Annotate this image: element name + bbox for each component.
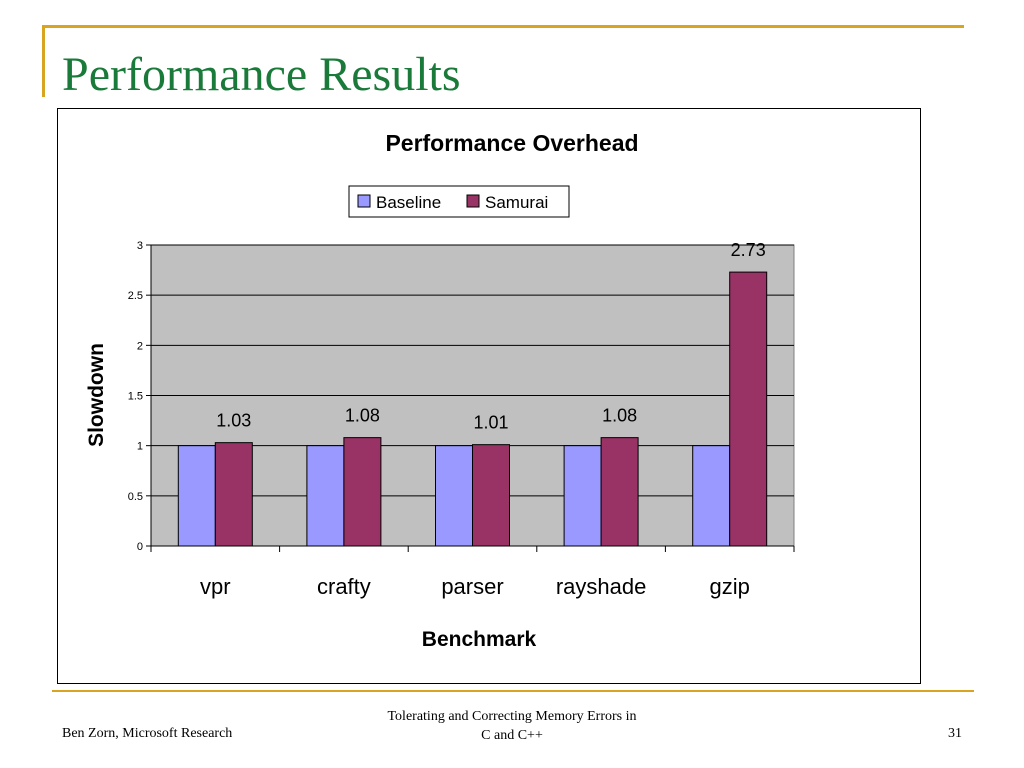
footer-title: Tolerating and Correcting Memory Errors … [362,707,662,745]
legend-box [348,185,570,218]
footer-title-line-2: C and C++ [481,728,543,743]
data-label: 1.01 [473,413,508,433]
legend-label-baseline: Baseline [376,193,441,212]
bar-baseline [306,445,345,547]
bar-baseline [692,445,731,547]
accent-line-left [42,25,45,97]
y-tick-label: 2.5 [128,290,143,302]
slide-title: Performance Results [62,48,461,101]
legend-swatch-samurai [466,194,480,208]
y-tick-label: 2 [137,340,143,352]
bar-baseline [177,445,216,547]
data-label: 2.73 [731,240,766,260]
y-tick-label: 3 [137,240,143,252]
bar-samurai [343,437,382,547]
x-tick-label: rayshade [556,574,647,599]
data-label: 1.08 [345,406,380,426]
y-tick-label: 1 [137,441,143,453]
data-label: 1.08 [602,406,637,426]
bar-samurai [214,442,253,547]
bar-samurai [472,444,510,547]
x-tick-label: parser [441,574,503,599]
y-tick-label: 0 [137,541,143,553]
x-tick-label: crafty [317,574,371,599]
x-tick-label: gzip [710,574,750,599]
legend-label-samurai: Samurai [485,193,548,212]
footer-author: Ben Zorn, Microsoft Research [62,726,233,741]
bar-samurai [600,437,639,547]
y-tick-label: 0.5 [128,491,143,503]
legend-swatch-baseline [357,194,371,208]
footer-title-line-1: Tolerating and Correcting Memory Errors … [387,709,637,724]
bar-samurai [729,271,768,547]
bar-baseline [563,445,602,547]
data-label: 1.03 [216,411,251,431]
chart-title: Performance Overhead [385,130,639,156]
page-number: 31 [948,726,962,741]
bar-baseline [435,445,473,547]
accent-line-top [42,25,964,28]
accent-line-bottom [52,690,974,692]
x-axis-label: Benchmark [422,628,537,651]
y-axis-label: Slowdown [85,343,108,447]
y-tick-label: 1.5 [128,391,143,403]
x-tick-label: vpr [200,574,231,599]
